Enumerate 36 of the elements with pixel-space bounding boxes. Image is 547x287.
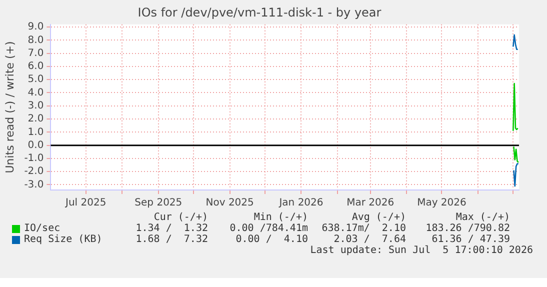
legend-label: IO/sec — [24, 223, 62, 234]
text: 1.34 / 1.32 — [134, 223, 208, 234]
text: 61.36 / 47.39 — [430, 234, 510, 245]
text: Max (-/+) — [454, 212, 510, 223]
x-tick-label: Sep 2025 — [134, 198, 182, 209]
y-tick-label: 1.0 — [28, 126, 44, 138]
text: Min (-/+) — [252, 212, 308, 223]
y-axis-title: Units read (-) / write (+) — [3, 41, 16, 174]
y-tick-label: 7.0 — [28, 48, 44, 59]
text: Last update: Sun Jul 5 17:00:10 2026 — [309, 245, 534, 256]
x-tick-label: Jan 2026 — [278, 198, 324, 209]
y-tick-label: 6.0 — [28, 61, 44, 72]
y-tick-label: 0.0 — [28, 140, 44, 151]
y-tick-label: 4.0 — [28, 87, 44, 98]
y-tick-label: -3.0 — [24, 179, 44, 190]
legend-label: Req Size (KB) — [24, 234, 104, 245]
text: 2.03 / 7.64 — [332, 234, 406, 245]
text: Avg (-/+) — [350, 212, 406, 223]
y-tick-label: -2.0 — [24, 166, 44, 178]
x-tick-label: Jul 2025 — [64, 198, 106, 209]
y-tick-label: 8.0 — [28, 34, 44, 46]
x-tick-label: Mar 2026 — [346, 198, 394, 209]
chart-title: IOs for /dev/pve/vm-111-disk-1 - by year — [138, 5, 382, 20]
text: 0.00 /784.41m — [228, 223, 308, 234]
y-tick-label: -1.0 — [24, 153, 44, 164]
x-tick-label: Nov 2025 — [206, 198, 254, 209]
y-tick-label: 9.0 — [28, 22, 44, 33]
x-tick-label: May 2026 — [417, 198, 466, 209]
y-tick-label: 2.0 — [28, 114, 44, 125]
text: 1.68 / 7.32 — [134, 234, 208, 245]
text: 638.17m/ 2.10 — [320, 223, 406, 234]
y-tick-label: 5.0 — [28, 74, 44, 86]
y-tick-label: 3.0 — [28, 100, 44, 112]
text: 183.26 /790.82 — [424, 223, 510, 234]
text: 0.00 / 4.10 — [234, 234, 308, 245]
text: Cur (-/+) — [152, 212, 208, 223]
